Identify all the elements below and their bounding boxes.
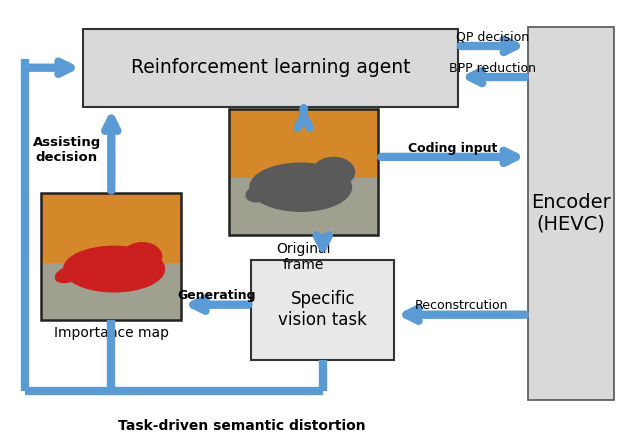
Text: Coding input: Coding input [408,142,498,155]
Text: Original
frame: Original frame [277,242,331,272]
Text: Task-driven semantic distortion: Task-driven semantic distortion [118,419,366,433]
Text: Generating: Generating [177,289,256,302]
FancyBboxPatch shape [41,193,181,263]
FancyBboxPatch shape [229,109,378,178]
Ellipse shape [55,266,83,282]
Text: Reinforcement learning agent: Reinforcement learning agent [130,58,410,77]
Text: Assisting
decision: Assisting decision [32,136,101,164]
Circle shape [313,158,354,186]
Text: Specific
vision task: Specific vision task [279,290,367,329]
Ellipse shape [246,185,272,202]
FancyBboxPatch shape [528,27,614,400]
FancyBboxPatch shape [41,263,181,320]
Ellipse shape [64,246,165,292]
Text: Importance map: Importance map [54,326,169,341]
Ellipse shape [250,163,352,211]
Circle shape [123,243,162,270]
Text: QP decision: QP decision [457,31,529,44]
FancyBboxPatch shape [251,260,394,360]
FancyBboxPatch shape [83,29,458,107]
FancyBboxPatch shape [229,178,378,235]
Text: Encoder
(HEVC): Encoder (HEVC) [531,193,611,234]
Text: Reconstrcution: Reconstrcution [414,299,508,313]
Text: BPP reduction: BPP reduction [450,62,536,75]
